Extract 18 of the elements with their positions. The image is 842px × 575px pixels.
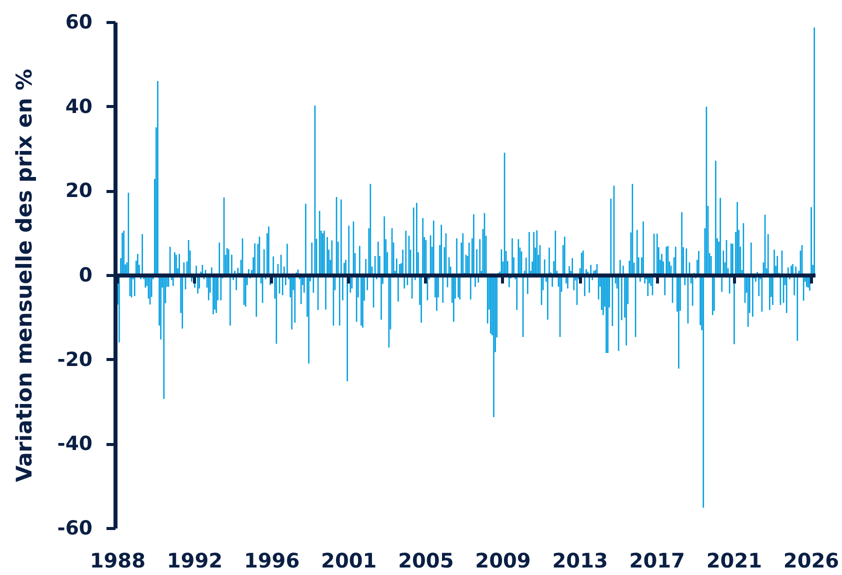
- x-tick-label: 2026: [783, 548, 840, 572]
- x-tick-label: 2021: [706, 548, 762, 572]
- x-tick-label: 1996: [244, 548, 300, 572]
- x-tick-label: 2005: [398, 548, 454, 572]
- y-tick-label: -40: [57, 432, 92, 456]
- y-axis-title: Variation mensuelle des prix en %: [12, 68, 38, 482]
- x-tick-label: 1992: [166, 548, 223, 572]
- y-tick-label: 60: [65, 10, 92, 34]
- x-tick-label: 2017: [629, 548, 685, 572]
- y-tick-label: 40: [65, 94, 92, 118]
- y-tick-label: 0: [78, 264, 92, 286]
- y-tick-label: -60: [57, 516, 92, 540]
- x-tick-label: 2013: [552, 548, 608, 572]
- y-tick-label: 20: [65, 179, 92, 202]
- x-tick-label: 1988: [90, 548, 146, 572]
- y-tick-label: -20: [57, 348, 92, 371]
- x-tick-label: 2009: [475, 548, 531, 572]
- x-tick-label: 2001: [321, 548, 377, 572]
